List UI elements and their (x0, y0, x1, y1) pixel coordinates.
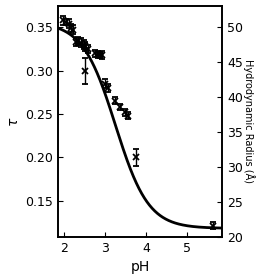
X-axis label: pH: pH (131, 260, 150, 274)
Y-axis label: Hydrodynamic Radius (Å): Hydrodynamic Radius (Å) (243, 59, 255, 183)
Y-axis label: τ: τ (5, 117, 19, 125)
